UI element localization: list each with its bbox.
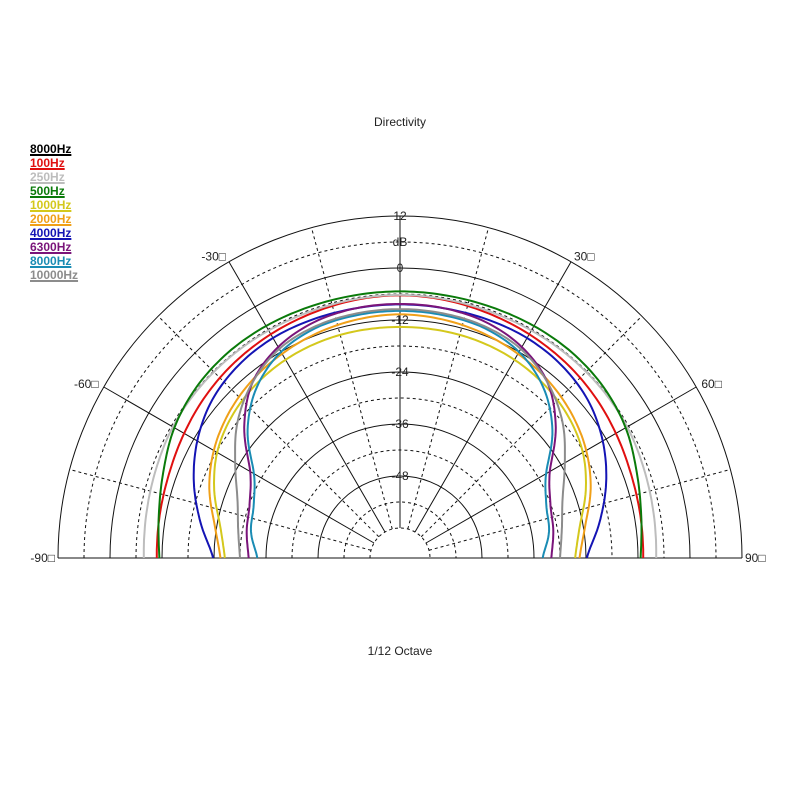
chart-title: Directivity <box>373 115 426 129</box>
legend-entry: 100Hz <box>30 156 65 170</box>
grid-spoke <box>311 227 393 530</box>
angle-tick-label: -30□ <box>201 250 226 264</box>
series-layer <box>142 290 658 559</box>
series-250hz <box>142 293 658 558</box>
grid-spoke <box>425 386 697 544</box>
grid-spoke <box>157 315 380 538</box>
angle-tick-label: 30□ <box>574 250 595 264</box>
radial-tick-label: -24 <box>391 365 409 379</box>
chart-subtitle: 1/12 Octave <box>367 644 433 658</box>
radial-tick-label: 0 <box>397 261 404 275</box>
legend-entry: 2000Hz <box>30 212 72 226</box>
series-8000hz <box>246 309 554 559</box>
radial-tick-label: -48 <box>391 469 409 483</box>
legend-entry: 10000Hz <box>30 268 79 282</box>
series-500hz <box>157 290 643 559</box>
legend-entry: 6300Hz <box>30 240 72 254</box>
angle-tick-label: -60□ <box>74 377 99 391</box>
grid-spoke <box>69 469 372 551</box>
series-2000hz <box>208 313 592 559</box>
legend-entry: 4000Hz <box>30 226 72 240</box>
legend-entry: 250Hz <box>30 170 65 184</box>
angle-tick-label: -90□ <box>30 551 55 565</box>
tick-labels: 12 0 -12 -24 -36 -48 dB -90□ -60□ -30□ 30□ 60□ 90□ <box>30 209 765 565</box>
grid-spoke <box>420 315 643 538</box>
legend-entry: 1000Hz <box>30 198 72 212</box>
angle-tick-label: 90□ <box>745 551 766 565</box>
legend: 8000Hz 100Hz 250Hz 500Hz 1000Hz 2000Hz 4000Hz 6… <box>30 142 78 282</box>
radial-tick-label: 12 <box>393 209 407 223</box>
legend-entry: 8000Hz <box>30 254 72 268</box>
series-1000hz <box>212 325 588 559</box>
radial-unit-label: dB <box>393 235 408 249</box>
grid-spoke <box>414 261 572 533</box>
radial-tick-label: -36 <box>391 417 409 431</box>
legend-entry: 500Hz <box>30 184 65 198</box>
grid-spoke <box>103 386 375 544</box>
series-6300hz <box>243 303 557 559</box>
angle-tick-label: 60□ <box>701 377 722 391</box>
grid-arc <box>83 241 717 559</box>
grid-spoke <box>428 469 731 551</box>
series-10000hz <box>234 308 566 559</box>
grid-spoke <box>407 227 489 530</box>
grid-arc <box>343 501 457 559</box>
grid-spoke <box>228 261 386 533</box>
grid-arc <box>369 527 431 559</box>
legend-entry: 8000Hz <box>30 142 72 156</box>
radial-tick-label: -12 <box>391 313 409 327</box>
